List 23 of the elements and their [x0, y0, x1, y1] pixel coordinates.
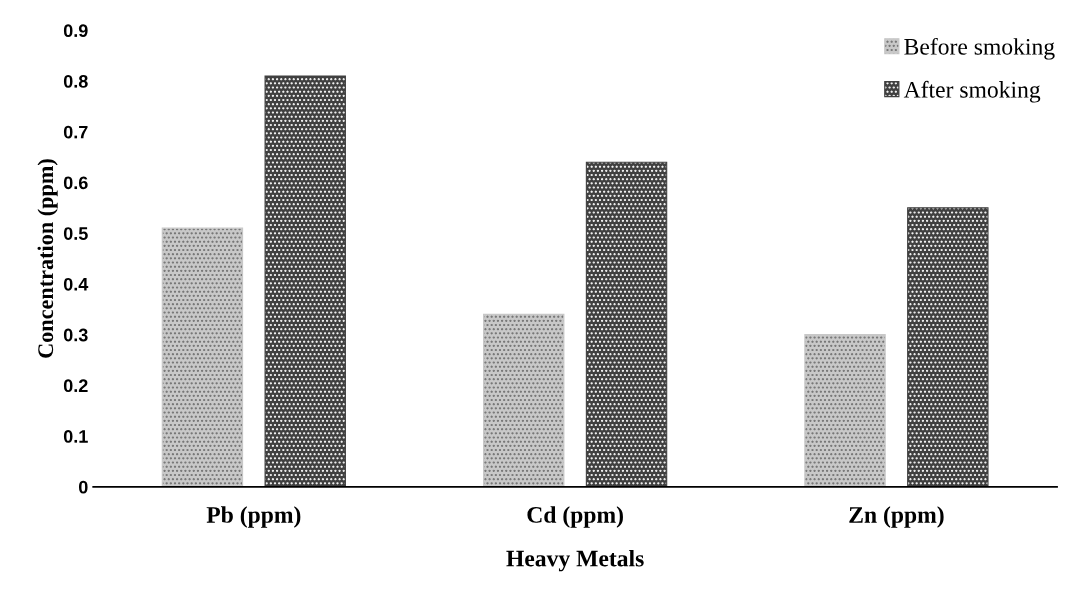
bar [264, 75, 346, 487]
y-tick-label: 0.6 [63, 176, 88, 190]
bar [804, 334, 886, 487]
x-tick-label: Cd (ppm) [527, 506, 623, 528]
y-tick-label: 0.4 [63, 277, 89, 291]
y-tick-label: 0 [78, 480, 88, 494]
y-tick-label: 0.9 [63, 24, 88, 38]
x-axis-title: Heavy Metals [506, 549, 644, 572]
y-axis-title: Concentration (ppm) [37, 159, 58, 358]
y-tick-label: 0.2 [63, 379, 88, 393]
bar [483, 313, 565, 487]
x-tick-label: Zn (ppm) [849, 506, 944, 528]
x-tick-label: Pb (ppm) [206, 506, 301, 528]
legend-label: Before smoking [904, 37, 1055, 60]
y-tick-label: 0.5 [63, 227, 88, 240]
bar [907, 207, 989, 487]
y-tick-label: 0.8 [63, 75, 88, 88]
y-tick-label: 0.1 [63, 430, 88, 443]
bar [161, 227, 244, 487]
bar [585, 161, 668, 487]
y-tick-label: 0.3 [63, 328, 88, 342]
y-tick-label: 0.7 [63, 125, 88, 139]
legend-label: After smoking [903, 80, 1041, 103]
